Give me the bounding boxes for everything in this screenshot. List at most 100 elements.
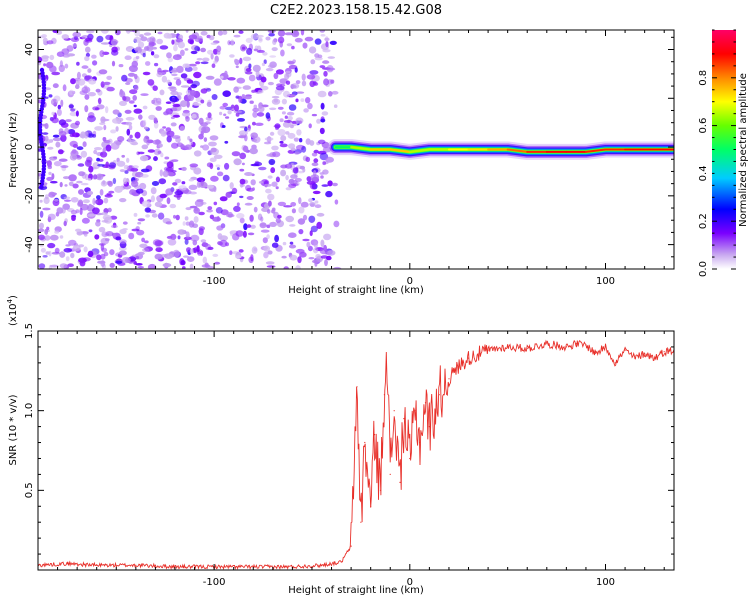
noise-blob <box>231 151 241 157</box>
noise-blob <box>310 225 318 233</box>
noise-blob <box>146 37 154 43</box>
noise-blob <box>88 165 94 173</box>
noise-blob <box>239 152 247 160</box>
noise-blob <box>145 61 151 66</box>
noise-blob <box>99 122 106 125</box>
noise-blob <box>78 189 84 195</box>
noise-blob <box>241 162 245 166</box>
noise-blob <box>254 122 264 127</box>
noise-blob <box>175 38 184 43</box>
noise-blob <box>266 209 271 214</box>
noise-blob <box>75 110 79 117</box>
noise-blob <box>53 198 59 202</box>
signal-core-segment <box>584 148 607 153</box>
noise-blob <box>265 36 271 41</box>
noise-blob <box>75 120 80 126</box>
noise-blob <box>61 34 69 40</box>
snr-axes: -100 0 100 0.5 1.0 1.5 <box>24 323 674 588</box>
noise-blob <box>289 94 296 97</box>
noise-blob <box>44 123 49 129</box>
snr-scale-prefix: (x10 <box>8 303 19 326</box>
noise-blob <box>205 75 215 80</box>
noise-blob <box>145 136 150 140</box>
noise-blob <box>166 52 172 59</box>
noise-blob <box>70 209 77 215</box>
noise-blob <box>152 85 158 91</box>
snr-point <box>424 402 427 404</box>
noise-blob <box>309 70 319 75</box>
noise-blob <box>195 61 201 65</box>
noise-blob <box>54 230 60 234</box>
noise-blob <box>282 241 287 246</box>
noise-blob <box>185 30 189 33</box>
noise-blob <box>71 216 76 221</box>
noise-blob <box>257 112 265 117</box>
noise-blob <box>92 60 98 66</box>
noise-blob <box>165 101 172 104</box>
noise-blob <box>75 84 80 90</box>
noise-blob <box>177 235 181 240</box>
noise-blob <box>252 107 260 113</box>
noise-blob <box>185 116 189 119</box>
noise-blob <box>104 194 113 198</box>
noise-blob <box>144 240 149 244</box>
noise-blob <box>150 195 155 203</box>
noise-blob <box>265 261 275 265</box>
noise-blob <box>273 72 279 80</box>
noise-blob <box>86 30 95 34</box>
noise-blob <box>298 229 304 235</box>
noise-blob <box>213 60 218 64</box>
snr-point <box>379 489 382 491</box>
noise-blob <box>294 37 303 43</box>
noise-blob <box>322 60 330 64</box>
noise-blob <box>153 97 158 102</box>
noise-blob <box>300 201 309 208</box>
noise-blob <box>283 266 289 269</box>
noise-blob <box>316 212 325 217</box>
noise-blob <box>108 190 115 194</box>
noise-blob <box>139 182 147 190</box>
noise-blob <box>59 263 68 269</box>
noise-blob <box>250 224 256 229</box>
y-tick-label: 1.0 <box>24 403 35 419</box>
noise-blob <box>119 239 127 244</box>
noise-blob <box>111 49 119 56</box>
noise-blob <box>252 121 256 126</box>
noise-blob <box>263 245 270 252</box>
noise-blob <box>145 214 151 218</box>
noise-blob <box>306 176 312 182</box>
noise-blob <box>47 165 52 170</box>
noise-blob <box>65 256 70 262</box>
noise-blob <box>300 98 305 102</box>
noise-blob <box>259 222 267 229</box>
noise-blob <box>230 39 235 46</box>
snr-point <box>403 418 405 420</box>
snr-point <box>340 561 342 563</box>
noise-blob <box>68 174 77 182</box>
noise-blob <box>198 228 204 236</box>
noise-blob <box>133 212 138 217</box>
noise-blob <box>171 135 181 139</box>
noise-blob <box>291 208 296 214</box>
noise-blob <box>180 260 186 266</box>
noise-blob <box>314 38 322 45</box>
y-tick-label: 0.5 <box>24 482 35 498</box>
noise-blob <box>132 95 137 101</box>
noise-blob <box>170 97 180 103</box>
snr-point <box>595 352 597 354</box>
noise-blob <box>217 241 223 246</box>
noise-blob <box>277 30 286 37</box>
noise-blob <box>322 161 327 166</box>
noise-blob <box>330 79 335 84</box>
noise-blob <box>181 166 187 171</box>
noise-blob <box>160 130 167 137</box>
noise-blob <box>57 149 64 155</box>
noise-blob <box>188 220 195 228</box>
noise-blob <box>167 171 175 177</box>
noise-blob <box>196 57 203 61</box>
noise-blob <box>188 178 194 182</box>
noise-blob <box>253 48 258 52</box>
noise-blob <box>60 134 67 142</box>
noise-blob <box>61 206 66 214</box>
noise-blob <box>216 225 224 231</box>
